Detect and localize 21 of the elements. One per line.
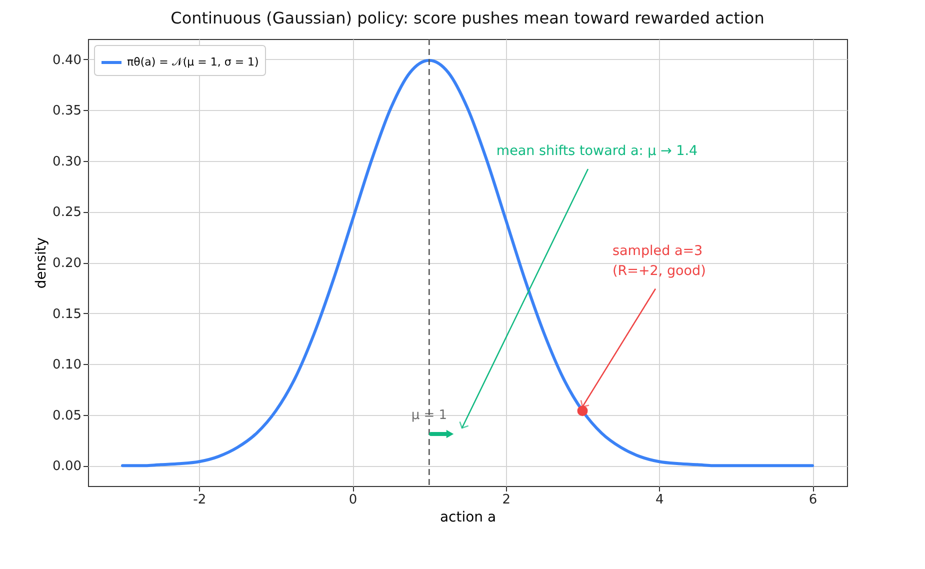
annotation: mean shifts toward a: μ → 1.4 (496, 143, 698, 159)
chart-title: Continuous (Gaussian) policy: score pushes mean toward rewarded action (170, 8, 764, 28)
y-tick-label: 0.20 (52, 256, 82, 271)
x-tick-label: 6 (808, 492, 818, 508)
annotation: sampled a=3 (R=+2, good) (612, 242, 706, 279)
y-tick-label: 0.15 (52, 306, 82, 322)
x-tick-label: 4 (656, 492, 664, 508)
y-tick-label: 0.05 (52, 408, 82, 424)
legend-label: πθ(a) = 𝒩(μ = 1, σ = 1) (127, 56, 259, 68)
y-tick-label: 0.00 (52, 459, 82, 474)
x-tick-label: -2 (193, 492, 206, 508)
x-tick-label: 0 (348, 492, 358, 508)
y-tick-label: 0.25 (52, 205, 82, 220)
y-axis-title: density (34, 237, 50, 289)
y-tick-label: 0.40 (52, 52, 82, 68)
x-tick-label: 2 (502, 492, 510, 508)
line-series (121, 58, 814, 468)
y-tick-label: 0.35 (52, 104, 82, 119)
x-axis-title: action a (440, 510, 496, 526)
y-tick-label: 0.10 (52, 358, 82, 373)
y-tick-label: 0.30 (52, 154, 82, 170)
